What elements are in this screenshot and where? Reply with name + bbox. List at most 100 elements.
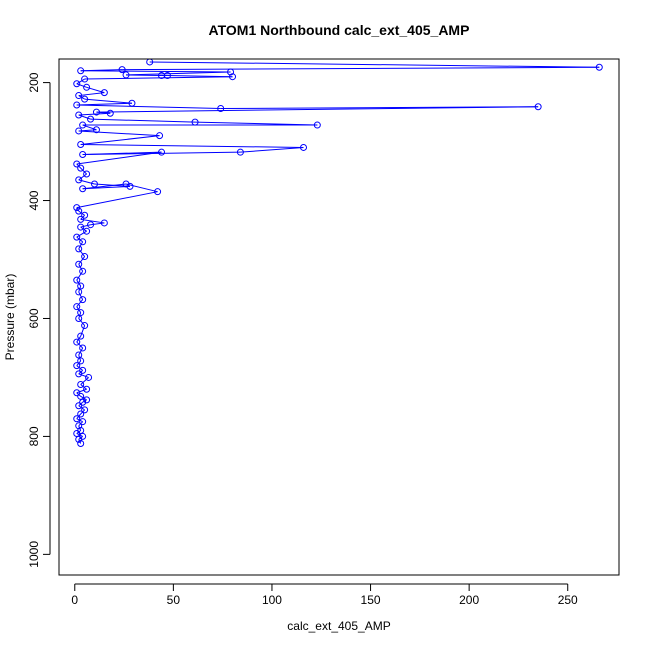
series-line-segment xyxy=(80,384,87,390)
series-line-segment xyxy=(78,373,89,378)
data-point xyxy=(77,141,85,149)
data-point xyxy=(79,398,87,406)
series-line-segment xyxy=(76,191,158,209)
data-point xyxy=(77,392,85,400)
series-line-segment xyxy=(82,151,241,156)
x-axis-label: calc_ext_405_AMP xyxy=(287,619,390,633)
series-line-segment xyxy=(80,226,87,232)
series-line-segment xyxy=(82,399,87,403)
data-point xyxy=(79,151,87,159)
series-line-segment xyxy=(78,248,86,257)
data-point xyxy=(229,73,237,81)
series-line-segment xyxy=(80,377,89,385)
data-point xyxy=(83,396,91,404)
x-tick-label: 150 xyxy=(361,593,381,607)
series-line-segment xyxy=(76,388,87,394)
data-point xyxy=(106,109,114,117)
data-point xyxy=(73,389,81,397)
series-line-segment xyxy=(78,263,84,272)
data-point xyxy=(77,439,85,447)
series-line-segment xyxy=(80,167,87,175)
series-line-segment xyxy=(78,130,160,137)
data-point xyxy=(83,385,91,393)
series-line-segment xyxy=(78,210,85,216)
plot-layer xyxy=(73,59,603,447)
data-point xyxy=(122,180,130,188)
series-line-segment xyxy=(76,151,162,165)
data-point xyxy=(79,238,87,246)
series-line-segment xyxy=(167,75,233,78)
series-line-segment xyxy=(80,135,160,146)
series-line-segment xyxy=(76,104,221,110)
series-line-segment xyxy=(80,144,304,148)
data-point xyxy=(83,170,91,178)
data-point xyxy=(92,108,100,116)
x-tick-label: 0 xyxy=(71,593,78,607)
data-point xyxy=(79,418,87,426)
data-point xyxy=(87,115,95,123)
data-point xyxy=(75,92,83,100)
data-point xyxy=(81,322,89,330)
series-line-segment xyxy=(76,335,82,343)
series-line-segment xyxy=(76,78,85,85)
data-point xyxy=(75,207,83,215)
data-point xyxy=(79,121,87,129)
series-line-segment xyxy=(240,146,304,153)
y-tick-label: 800 xyxy=(27,426,41,446)
series-line-segment xyxy=(80,224,91,228)
series-line-segment xyxy=(76,306,82,313)
series-line-segment xyxy=(78,439,82,444)
series-line-segment xyxy=(78,436,83,440)
data-point xyxy=(73,101,81,109)
series-line-segment xyxy=(80,325,86,337)
series-line-segment xyxy=(78,369,83,375)
series-line-segment xyxy=(76,392,82,397)
series-line-segment xyxy=(76,83,87,88)
data-point xyxy=(217,105,225,113)
data-point xyxy=(122,71,130,79)
data-point xyxy=(92,126,100,134)
data-point xyxy=(77,67,85,75)
series-line-segment xyxy=(78,401,83,407)
x-tick-label: 250 xyxy=(558,593,578,607)
data-point xyxy=(534,103,542,111)
data-point xyxy=(73,276,81,284)
series-line-segment xyxy=(78,347,84,356)
data-point xyxy=(75,260,83,268)
data-point xyxy=(83,227,91,235)
series-line-segment xyxy=(149,61,600,68)
data-point xyxy=(73,204,81,212)
data-point xyxy=(154,188,162,196)
series-line-segment xyxy=(90,118,196,123)
series-line-segment xyxy=(76,271,84,281)
data-point xyxy=(75,176,83,184)
x-tick-label: 50 xyxy=(167,593,181,607)
axes-layer: 0 50 100 150 200 250 200 400 600 800 1000 xyxy=(27,72,578,607)
series-line-segment xyxy=(78,114,91,120)
data-point xyxy=(73,160,81,168)
data-point xyxy=(87,221,95,229)
data-point xyxy=(79,185,87,193)
data-point xyxy=(77,223,85,231)
data-point xyxy=(85,373,93,381)
series-line-segment xyxy=(76,102,132,106)
data-point xyxy=(75,370,83,378)
series-line-segment xyxy=(78,241,84,250)
series-line-segment xyxy=(76,341,84,349)
data-point xyxy=(73,415,81,423)
series-line-segment xyxy=(84,76,233,80)
series-line-segment xyxy=(195,121,318,126)
series-line-segment xyxy=(78,92,105,97)
data-point xyxy=(81,75,89,83)
data-point xyxy=(73,303,81,311)
data-point xyxy=(77,309,85,317)
series-line-segment xyxy=(76,365,83,371)
data-point xyxy=(158,148,166,156)
series-line-segment xyxy=(76,279,82,287)
data-point xyxy=(79,296,87,304)
data-point xyxy=(158,72,166,80)
series-line-segment xyxy=(90,222,105,226)
